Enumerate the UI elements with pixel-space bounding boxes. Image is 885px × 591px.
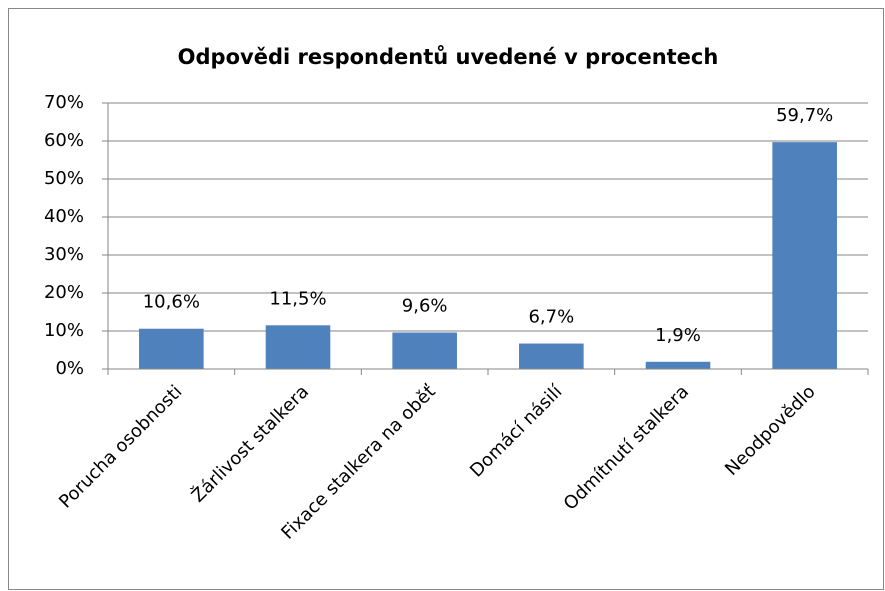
y-tick-label: 10% xyxy=(44,320,84,341)
y-tick-label: 60% xyxy=(44,130,84,151)
y-tick-label: 70% xyxy=(44,92,84,113)
bar xyxy=(645,361,711,369)
data-label: 1,9% xyxy=(655,325,701,346)
y-tick-label: 50% xyxy=(44,168,84,189)
data-label: 10,6% xyxy=(143,292,200,313)
bar xyxy=(392,332,457,369)
data-label: 6,7% xyxy=(528,307,574,328)
chart-frame xyxy=(8,8,884,590)
data-label: 59,7% xyxy=(776,105,833,126)
y-tick-label: 40% xyxy=(44,206,84,227)
chart-title: Odpovědi respondentů uvedené v procentec… xyxy=(178,45,719,69)
y-tick-label: 20% xyxy=(44,282,84,303)
bar xyxy=(265,325,331,369)
y-tick-label: 0% xyxy=(55,358,84,379)
y-tick-label: 30% xyxy=(44,244,84,265)
data-label: 11,5% xyxy=(269,288,326,309)
bar xyxy=(139,328,204,369)
data-label: 9,6% xyxy=(402,296,448,317)
bar xyxy=(772,142,837,369)
bar xyxy=(519,343,584,369)
